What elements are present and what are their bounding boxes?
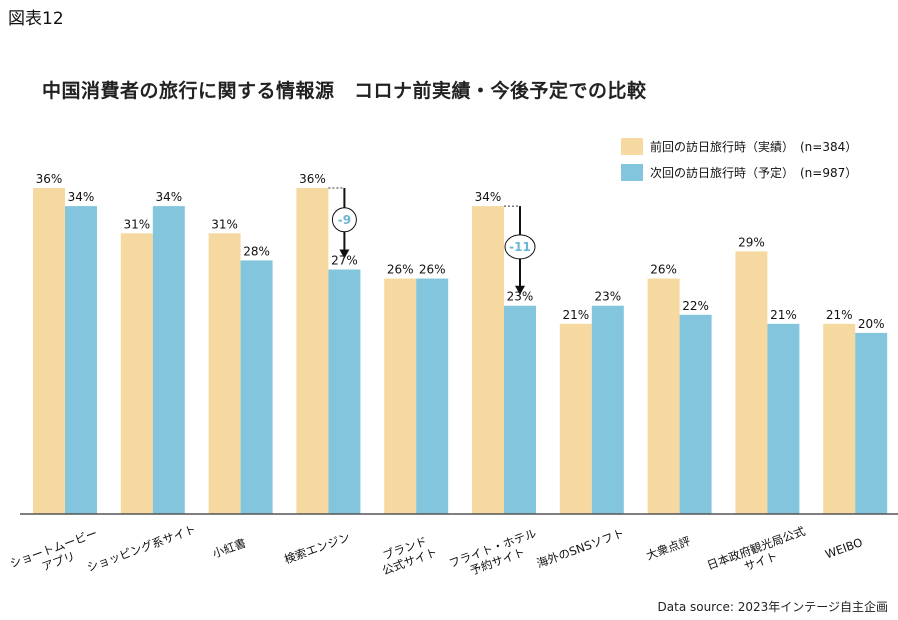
data-label: 34% xyxy=(155,190,182,204)
data-source: Data source: 2023年インテージ自主企画 xyxy=(657,600,888,614)
difference-label: -11 xyxy=(509,240,531,254)
data-label: 21% xyxy=(826,308,853,322)
data-label: 31% xyxy=(211,217,238,231)
data-label: 23% xyxy=(594,290,621,304)
bar xyxy=(679,314,712,514)
legend-swatch xyxy=(621,138,643,155)
bar xyxy=(735,251,768,514)
x-tick-label: ショッピング系サイト xyxy=(85,522,198,574)
x-tick-label: 小紅書 xyxy=(211,536,248,561)
bar xyxy=(504,305,536,514)
bar xyxy=(384,278,417,514)
data-label: 26% xyxy=(650,263,677,277)
arrow-head xyxy=(339,249,350,259)
data-label: 34% xyxy=(475,190,502,204)
bar xyxy=(33,188,65,514)
bar xyxy=(208,233,241,514)
legend-label: 次回の訪日旅行時（予定） (n=987） xyxy=(650,165,857,180)
bar xyxy=(296,188,329,514)
data-label: 21% xyxy=(562,308,589,322)
bar xyxy=(855,332,888,514)
data-label: 21% xyxy=(770,308,797,322)
difference-label: -9 xyxy=(338,213,351,227)
x-tick-label: 検索エンジン xyxy=(282,530,352,567)
x-tick-label: 海外のSNSソフト xyxy=(535,526,626,571)
arrow-head xyxy=(515,285,525,295)
data-label: 22% xyxy=(682,299,709,313)
bar xyxy=(823,323,856,514)
data-label: 23% xyxy=(507,290,534,304)
x-tick-label: 大衆点評 xyxy=(644,534,692,563)
bar xyxy=(416,278,449,514)
data-label: 36% xyxy=(36,172,63,186)
bar xyxy=(328,269,361,514)
x-tick-label: ブランド公式サイト xyxy=(375,532,439,578)
data-label: 29% xyxy=(738,235,765,249)
difference-badge xyxy=(504,234,536,260)
data-label: 34% xyxy=(68,190,95,204)
legend-swatch xyxy=(621,164,643,181)
figure-label: 図表12 xyxy=(8,9,64,29)
data-label: 26% xyxy=(387,263,414,277)
chart-title: 中国消費者の旅行に関する情報源 コロナ前実績・今後予定での比較 xyxy=(42,80,647,102)
bar xyxy=(647,278,680,514)
legend-label: 前回の訪日旅行時（実績） (n=384） xyxy=(650,139,857,154)
data-label: 28% xyxy=(243,244,270,258)
data-label: 27% xyxy=(331,254,358,268)
bar xyxy=(559,323,592,514)
x-tick-label: 日本政府観光局公式サイト xyxy=(705,524,812,586)
difference-badge xyxy=(331,207,357,233)
data-label: 31% xyxy=(123,217,150,231)
bar xyxy=(240,260,273,514)
data-label: 36% xyxy=(299,172,326,186)
bar xyxy=(152,206,185,514)
x-tick-label: フライト・ホテル予約サイト xyxy=(447,526,543,584)
bar xyxy=(591,305,624,514)
bar xyxy=(767,323,800,514)
data-label: 20% xyxy=(858,317,885,331)
x-tick-label: ショートムービーアプリ xyxy=(8,526,104,584)
bar xyxy=(65,206,97,514)
data-label: 26% xyxy=(419,263,446,277)
bar xyxy=(120,233,153,514)
bar xyxy=(472,206,504,514)
x-tick-label: WEIBO xyxy=(823,535,864,561)
